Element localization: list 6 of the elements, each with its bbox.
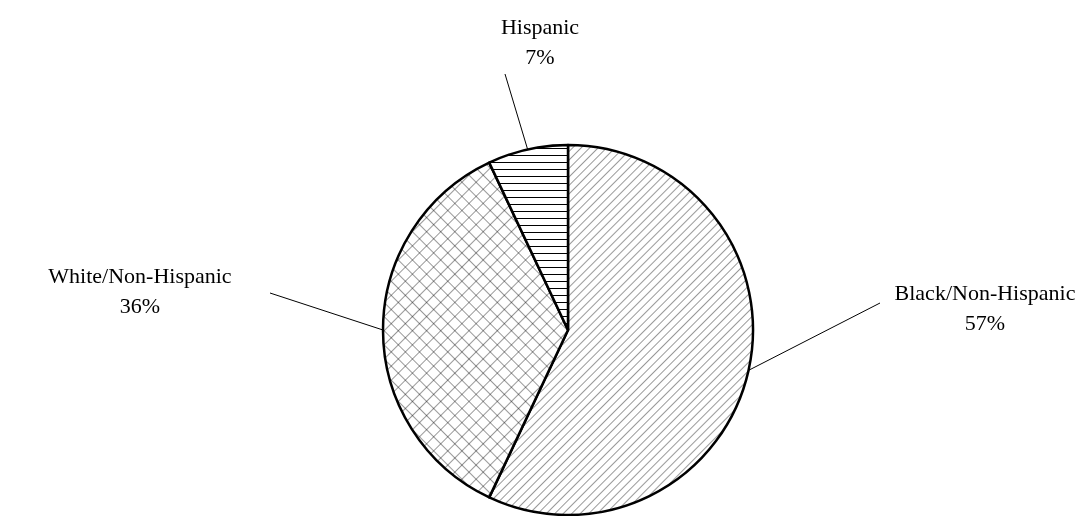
data-label: 7% [525,44,555,69]
slice-label: White/Non-Hispanic [48,263,232,288]
slice-label: Black/Non-Hispanic [894,280,1076,305]
data-label: 36% [119,293,161,318]
data-label: 57% [964,310,1006,335]
slice-label: Hispanic [500,14,580,39]
